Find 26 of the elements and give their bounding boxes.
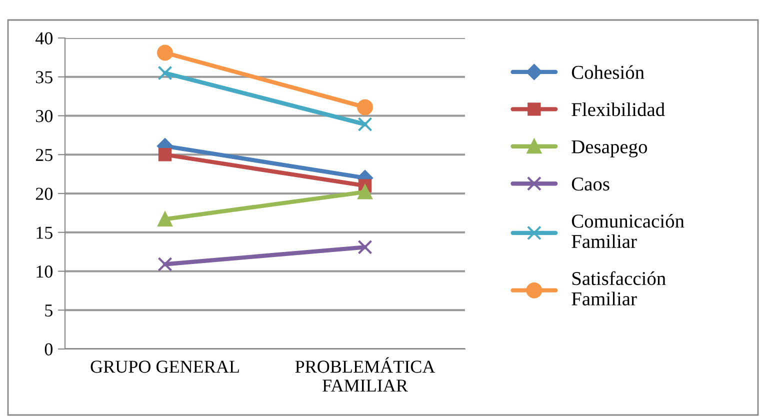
point <box>158 256 172 272</box>
point <box>158 212 172 226</box>
legend-label: Caos <box>572 178 610 191</box>
legend-label: Comunicación Familiar <box>572 214 684 248</box>
point <box>357 99 373 116</box>
legend-label: Cohesión <box>572 65 644 79</box>
y-tick-label: 5 <box>45 304 52 317</box>
point <box>158 66 172 80</box>
point <box>358 117 372 132</box>
x-tick-label: GRUPO GENERAL <box>90 360 239 373</box>
point <box>358 240 372 254</box>
legend-label: Desapego <box>572 140 648 158</box>
y-tick-label: 40 <box>35 32 53 44</box>
y-tick-label: 35 <box>36 71 52 84</box>
y-tick-label: 30 <box>36 110 53 122</box>
y-tick-label: 10 <box>36 266 53 278</box>
point <box>157 44 173 61</box>
y-tick-label: 0 <box>44 343 53 356</box>
x-tick-label: PROBLEMÁTICA FAMILIAR <box>295 357 436 392</box>
legend-label: Flexibilidad <box>572 102 665 116</box>
y-tick-label: 20 <box>36 188 53 200</box>
y-tick-label: 15 <box>36 226 52 239</box>
point <box>158 148 172 162</box>
point <box>358 184 372 200</box>
y-tick-label: 25 <box>36 148 52 162</box>
legend-label: Satisfacción Familiar <box>572 271 666 306</box>
